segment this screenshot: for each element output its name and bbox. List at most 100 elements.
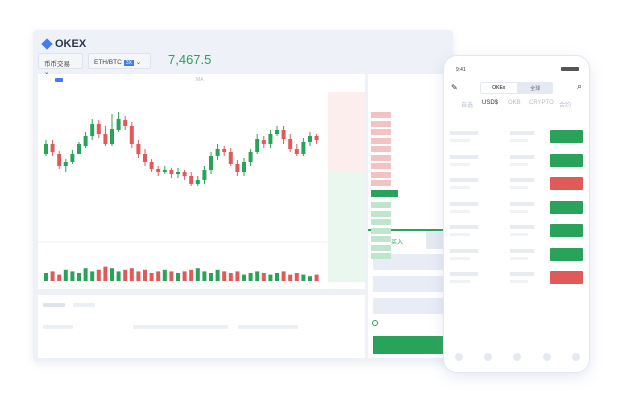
candle (314, 136, 319, 140)
orders-panel (38, 295, 365, 358)
total-input[interactable] (373, 298, 453, 314)
ask-row[interactable] (371, 112, 391, 118)
status-time: 9:41 (456, 67, 466, 73)
buy-button[interactable] (373, 336, 453, 354)
orders-tab[interactable] (43, 303, 65, 307)
tab-okb[interactable]: OKB (508, 100, 521, 106)
volume-bar (57, 274, 62, 281)
indicator-select[interactable]: MA (196, 77, 204, 83)
leverage-badge: 3X (123, 60, 134, 66)
market-row[interactable] (450, 271, 585, 285)
volume-bar (123, 269, 128, 281)
bid-row[interactable] (371, 227, 391, 234)
buy-tab[interactable]: 买入 (390, 240, 403, 246)
volume-bar (222, 271, 227, 281)
segment-global[interactable]: 全球 (530, 85, 541, 92)
tab-crypto[interactable]: CRYPTO (529, 100, 554, 106)
segment-okex[interactable]: OKEx (481, 83, 517, 93)
market-segment: OKEx 全球 (480, 82, 553, 94)
candle (242, 162, 246, 172)
volume-bar (195, 268, 200, 281)
ask-row[interactable] (371, 120, 391, 127)
volume-bar (136, 271, 141, 281)
mobile-app: 9:41 ✎ OKEx 全球 ⌕ 自选 USD$ OKB CRYPTO 合约 (443, 55, 590, 373)
change-badge (550, 224, 583, 237)
market-row[interactable] (450, 153, 585, 168)
ask-row[interactable] (371, 154, 391, 161)
volume-bar (162, 269, 167, 281)
amount-input[interactable] (373, 276, 453, 292)
market-row[interactable] (450, 224, 585, 238)
bid-row[interactable] (371, 236, 391, 242)
market-row[interactable] (450, 247, 585, 262)
volume-bar (314, 274, 319, 281)
tab-favorites[interactable]: 自选 (461, 103, 474, 109)
tab-usd[interactable]: USD$ (482, 100, 499, 106)
volume-bar (116, 271, 121, 281)
candle (149, 162, 154, 169)
volume-bar (90, 271, 95, 281)
desktop-window: OKEX 币币交易 ⌄ ETH/BTC 3X ⌄ 7,467.5 MA 买入 (33, 30, 453, 362)
volume-bar (255, 271, 260, 281)
candle (90, 124, 95, 136)
candle (294, 149, 299, 154)
candle (281, 130, 286, 139)
volume-bar (248, 273, 253, 281)
market-row[interactable] (450, 200, 585, 215)
candle (288, 139, 293, 149)
candle (235, 164, 240, 172)
pair-select[interactable]: ETH/BTC 3X ⌄ (88, 53, 151, 69)
volume-bar (202, 271, 207, 281)
market-row[interactable] (450, 177, 585, 191)
search-icon[interactable]: ⌕ (576, 81, 582, 91)
candle (143, 154, 147, 162)
volume-bar (209, 273, 213, 281)
ask-row[interactable] (371, 137, 391, 144)
interval-tab-active[interactable] (55, 78, 63, 82)
candle (57, 154, 62, 166)
ask-row[interactable] (371, 180, 391, 186)
market-row[interactable] (450, 130, 585, 144)
ask-row[interactable] (371, 129, 391, 135)
candle (96, 124, 101, 134)
change-badge (550, 200, 583, 214)
bid-row[interactable] (371, 210, 391, 217)
ask-row[interactable] (371, 146, 391, 152)
edit-icon[interactable]: ✎ (451, 83, 458, 92)
candle (44, 144, 48, 154)
status-icons (561, 67, 579, 71)
bid-row[interactable] (371, 202, 391, 208)
candle (83, 136, 88, 146)
volume-bar (268, 274, 273, 281)
price-input[interactable] (373, 254, 453, 270)
volume-bar (96, 269, 101, 281)
history-tab[interactable] (73, 303, 95, 307)
volume-bar (149, 273, 154, 281)
ask-row[interactable] (371, 163, 391, 169)
last-price: 7,467.5 (168, 52, 212, 67)
candle (110, 129, 114, 144)
candle (176, 172, 180, 174)
tab-futures[interactable]: 合约 (559, 103, 572, 109)
volume-bar (77, 273, 81, 281)
candle (103, 134, 108, 144)
candle (50, 144, 55, 152)
candle (228, 152, 233, 164)
candle (169, 170, 174, 174)
volume-bar (275, 273, 279, 281)
mid-price (371, 190, 398, 197)
bid-row[interactable] (371, 219, 391, 225)
volume-bar (182, 271, 187, 281)
bid-row[interactable] (371, 244, 391, 251)
candle (129, 126, 134, 144)
amount-slider-handle[interactable] (372, 320, 378, 326)
volume-bar (294, 273, 299, 281)
ask-row[interactable] (371, 171, 391, 178)
change-badge (550, 247, 583, 261)
candle (215, 149, 220, 156)
kline-panel: MA (38, 74, 365, 289)
market-select[interactable]: 币币交易 ⌄ (38, 53, 83, 76)
volume-bar (176, 273, 180, 281)
volume-bar (235, 271, 240, 281)
bid-row[interactable] (371, 253, 391, 259)
